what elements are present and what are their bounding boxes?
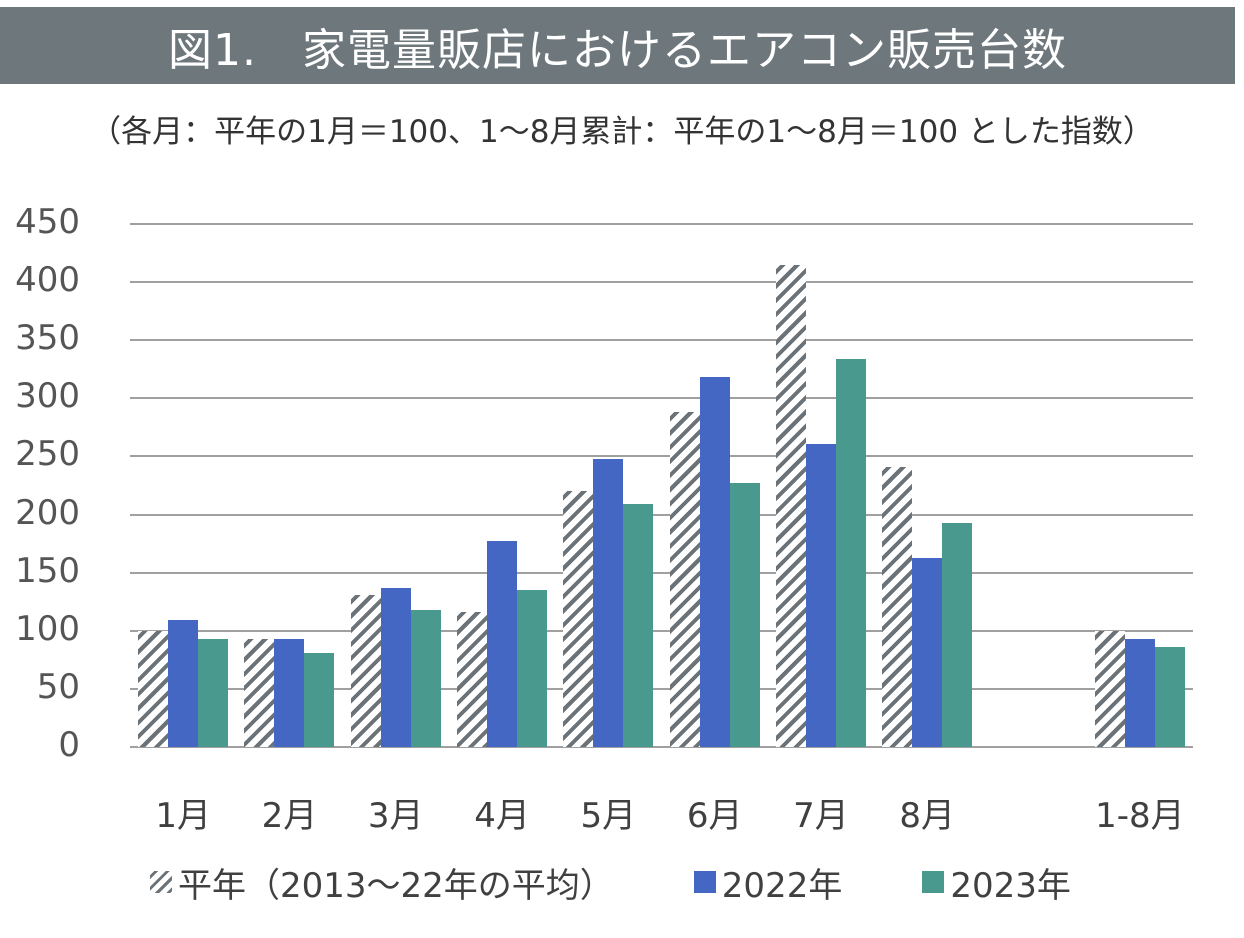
x-tick-label: 3月 xyxy=(367,796,424,836)
y-tick-label: 400 xyxy=(15,260,80,301)
legend-label: 平年（2013～22年の平均） xyxy=(178,865,614,906)
bar xyxy=(198,638,229,747)
x-tick-label: 1月 xyxy=(155,796,211,836)
gridline xyxy=(130,455,1193,458)
legend-label: 2023年 xyxy=(950,865,1071,906)
x-tick-label: 1-8月 xyxy=(1095,796,1185,836)
gridline xyxy=(130,397,1193,400)
gridline xyxy=(130,629,1193,632)
y-tick-label: 150 xyxy=(15,550,80,591)
hatched-swatch-icon xyxy=(150,871,172,893)
gridline xyxy=(130,687,1193,690)
y-tick-label: 450 xyxy=(15,202,80,242)
gridline xyxy=(130,571,1193,574)
legend-item-average: 平年（2013～22年の平均） xyxy=(150,858,614,907)
bar xyxy=(775,264,806,747)
bar xyxy=(882,466,913,747)
x-tick-label: 5月 xyxy=(580,796,637,836)
bar xyxy=(380,587,411,747)
x-tick-label: 8月 xyxy=(899,796,956,836)
x-tick-label: 6月 xyxy=(686,796,743,836)
legend: 平年（2013～22年の平均） 2022年 2023年 xyxy=(150,858,1151,907)
bar xyxy=(669,412,700,747)
bar xyxy=(244,638,275,747)
bar xyxy=(517,590,548,747)
bar xyxy=(168,620,199,747)
y-tick-label: 200 xyxy=(15,492,80,533)
legend-label: 2022年 xyxy=(721,865,843,906)
chart-subtitle: （各月：平年の1月＝100、1～8月累計：平年の1～8月＝100 とした指数） xyxy=(90,114,1154,150)
bar xyxy=(942,522,973,747)
x-tick-label: 2月 xyxy=(261,796,318,836)
bar xyxy=(1094,630,1125,747)
x-tick-label: 7月 xyxy=(793,796,849,836)
legend-item-2022: 2022年 xyxy=(693,858,843,907)
bar xyxy=(350,594,381,747)
y-tick-label: 100 xyxy=(15,608,80,649)
y-tick-label: 350 xyxy=(15,318,80,359)
title-band: 図1. 家電量販店におけるエアコン販売台数 xyxy=(0,7,1235,84)
bar xyxy=(138,630,169,747)
y-tick-label: 0 xyxy=(58,725,80,765)
bar xyxy=(274,638,305,747)
bar xyxy=(1124,638,1155,747)
bar xyxy=(699,377,730,747)
bar xyxy=(304,652,335,747)
bar xyxy=(487,541,518,747)
gridline xyxy=(130,513,1193,516)
gridline xyxy=(130,339,1193,342)
blue-swatch-icon xyxy=(693,871,716,893)
bar xyxy=(1154,647,1185,747)
legend-item-2023: 2023年 xyxy=(922,858,1071,907)
bar xyxy=(805,443,836,747)
bar xyxy=(593,458,624,747)
teal-swatch-icon xyxy=(922,871,945,893)
bar xyxy=(623,504,654,747)
y-tick-label: 300 xyxy=(15,376,80,417)
x-tick-label: 4月 xyxy=(474,796,530,836)
gridline xyxy=(130,281,1193,284)
bar xyxy=(563,491,594,747)
y-tick-label: 250 xyxy=(15,434,80,475)
gridline xyxy=(130,223,1193,225)
y-tick-label: 50 xyxy=(36,666,80,707)
bar xyxy=(410,609,441,747)
bar xyxy=(457,612,488,747)
chart-title: 図1. 家電量販店におけるエアコン販売台数 xyxy=(168,24,1067,76)
bar xyxy=(729,483,760,747)
bar xyxy=(835,358,866,747)
bar xyxy=(912,557,943,747)
gridline xyxy=(130,746,1193,748)
